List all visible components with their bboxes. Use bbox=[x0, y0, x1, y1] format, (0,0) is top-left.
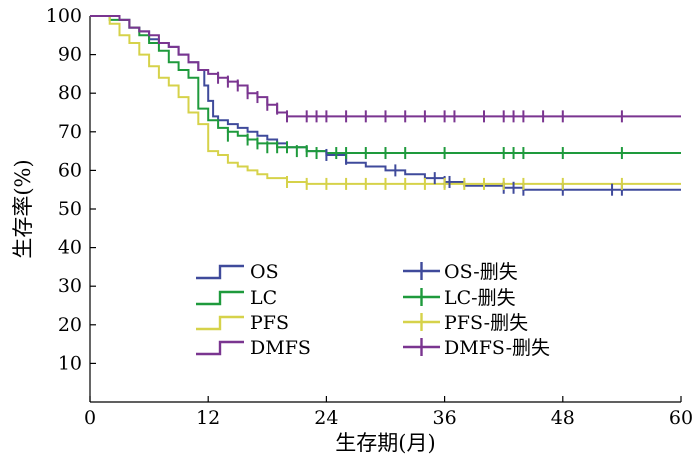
legend-censor-label-lc: LC-删失 bbox=[444, 287, 516, 309]
x-tick-label: 12 bbox=[196, 407, 220, 429]
y-tick-label: 40 bbox=[58, 237, 82, 259]
x-tick-label: 60 bbox=[669, 407, 693, 429]
legend-glyph-lc bbox=[196, 290, 244, 306]
legend: OS OS-删失 LC LC-删失 PFS PFS-删失 DMFS DMFS-删失 bbox=[196, 261, 550, 359]
legend-label-lc: LC bbox=[250, 287, 277, 309]
x-tick-label: 48 bbox=[551, 407, 575, 429]
legend-glyph-dmfs bbox=[196, 340, 244, 356]
legend-glyph-pfs bbox=[196, 315, 244, 331]
x-tick-label: 24 bbox=[314, 407, 338, 429]
x-axis-title: 生存期(月) bbox=[335, 431, 435, 455]
x-tick-label: 36 bbox=[433, 407, 457, 429]
y-axis-title: 生存率(%) bbox=[11, 159, 35, 258]
legend-label-pfs: PFS bbox=[250, 312, 289, 334]
series-line-pfs bbox=[90, 15, 681, 185]
y-tick-label: 100 bbox=[46, 5, 82, 27]
y-tick-label: 30 bbox=[58, 275, 82, 297]
y-tick-label: 60 bbox=[58, 159, 82, 181]
y-tick-label: 90 bbox=[58, 44, 82, 66]
legend-censor-label-os: OS-删失 bbox=[444, 261, 518, 283]
y-tick-label: 20 bbox=[58, 314, 82, 336]
legend-censor-label-pfs: PFS-删失 bbox=[444, 312, 528, 334]
y-tick-label: 10 bbox=[58, 352, 82, 374]
legend-glyph-os bbox=[196, 264, 244, 280]
y-tick-label: 70 bbox=[58, 121, 82, 143]
legend-label-dmfs: DMFS bbox=[250, 337, 311, 359]
legend-label-os: OS bbox=[250, 261, 279, 283]
series-line-dmfs bbox=[90, 15, 681, 118]
legend-censor-label-dmfs: DMFS-删失 bbox=[444, 337, 550, 359]
y-tick-label: 50 bbox=[58, 198, 82, 220]
x-tick-label: 0 bbox=[84, 407, 96, 429]
y-tick-label: 80 bbox=[58, 82, 82, 104]
censor-layer bbox=[217, 71, 623, 196]
axes-layer: 0 12 24 36 48 60 10 20 30 40 50 60 70 80 90 100 生存期(月) 生存… bbox=[11, 5, 693, 455]
